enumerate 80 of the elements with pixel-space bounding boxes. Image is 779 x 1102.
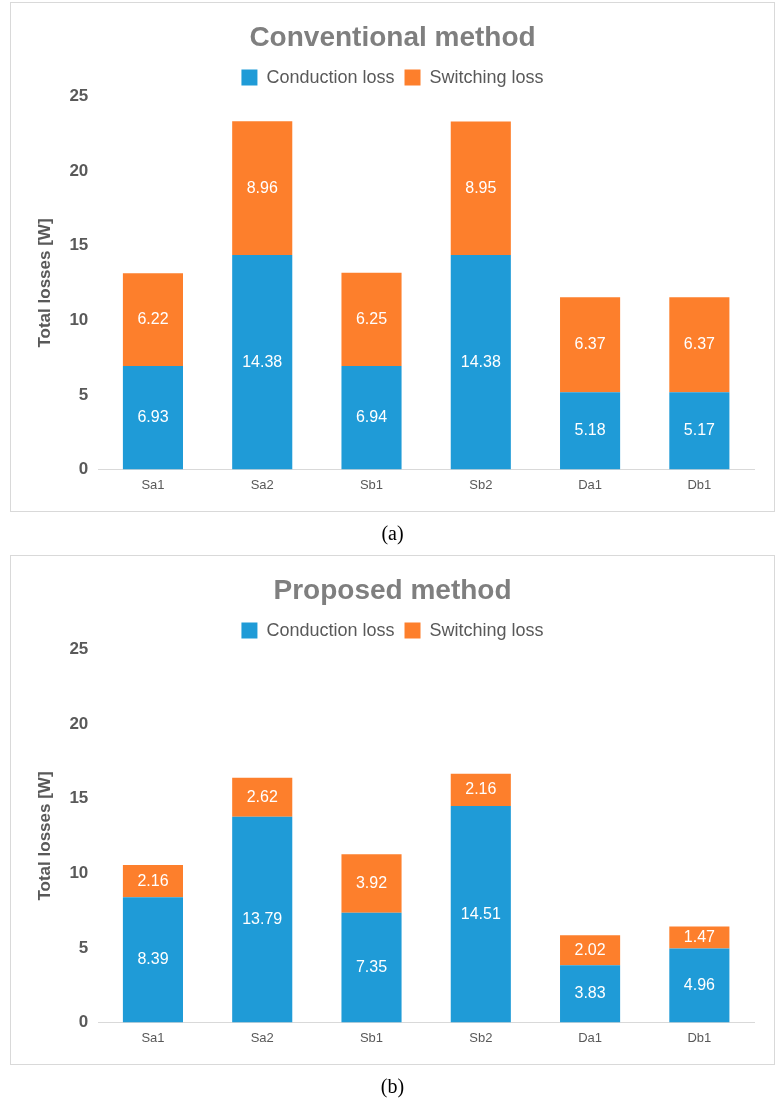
bar	[341, 912, 402, 1023]
data-label: 2.16	[465, 780, 497, 798]
bar	[450, 121, 511, 255]
x-tick-label: Sa2	[250, 476, 274, 492]
bar	[560, 297, 621, 393]
data-label: 6.94	[355, 408, 388, 426]
data-label: 6.25	[355, 309, 388, 327]
y-tick-label: 15	[69, 235, 89, 255]
data-label: 2.62	[246, 787, 278, 805]
bar	[122, 865, 183, 898]
data-label: 2.16	[137, 871, 169, 889]
data-label: 8.39	[137, 950, 169, 968]
legend-label: Switching loss	[429, 66, 544, 87]
data-label: 1.47	[683, 927, 716, 945]
bar	[560, 392, 621, 470]
bar	[669, 392, 730, 470]
bar	[232, 254, 293, 470]
data-label: 13.79	[242, 909, 283, 927]
x-tick-label: Db1	[687, 1029, 712, 1045]
data-label: 14.38	[460, 352, 501, 370]
x-tick-label: Db1	[687, 476, 712, 492]
y-tick-label: 0	[78, 459, 89, 479]
y-tick-label: 20	[69, 713, 89, 733]
x-tick-label: Sb1	[359, 1029, 384, 1045]
data-label: 6.37	[574, 335, 606, 353]
bar	[122, 273, 183, 367]
x-tick-label: Sb2	[469, 476, 493, 492]
y-tick-label: 25	[69, 639, 89, 659]
bar	[122, 897, 183, 1023]
data-label: 14.51	[460, 904, 501, 922]
x-tick-label: Sb1	[359, 476, 384, 492]
chart-title: Conventional method	[249, 20, 536, 52]
y-tick-label: 10	[69, 862, 89, 882]
data-label: 6.22	[137, 310, 169, 328]
bar	[669, 948, 730, 1023]
x-tick-label: Sa1	[141, 1029, 165, 1045]
data-label: 7.35	[355, 958, 388, 975]
data-label: 6.93	[137, 408, 169, 426]
legend-label: Conduction loss	[266, 619, 395, 640]
text: (a)	[380, 522, 405, 545]
y-tick-label: 15	[69, 788, 89, 808]
bar	[122, 366, 183, 470]
bar	[560, 965, 621, 1023]
data-label: 2.02	[574, 940, 606, 958]
x-tick-label: Da1	[578, 1029, 603, 1045]
bar	[341, 365, 402, 470]
legend-label: Switching loss	[429, 619, 544, 640]
y-axis-title: Total losses [W]	[34, 218, 54, 348]
data-label: 8.95	[465, 178, 497, 196]
bar	[450, 773, 511, 807]
data-label: 5.18	[574, 421, 606, 439]
data-label: 6.37	[683, 335, 716, 353]
data-label: 8.96	[246, 178, 278, 196]
legend-label: Conduction loss	[266, 66, 395, 87]
y-tick-label: 0	[78, 1012, 89, 1032]
bar	[232, 816, 293, 1023]
chart-title: Proposed method	[273, 573, 512, 605]
y-axis-title: Total losses [W]	[34, 771, 54, 901]
bar	[669, 297, 730, 393]
bar	[232, 121, 293, 255]
bar	[341, 272, 402, 366]
bar	[232, 777, 293, 817]
data-label: 3.92	[355, 873, 388, 891]
x-tick-label: Sa2	[250, 1029, 274, 1045]
bar	[450, 254, 511, 470]
data-label: 4.96	[683, 975, 716, 993]
bar	[450, 806, 511, 1023]
y-tick-label: 5	[78, 384, 89, 404]
data-label: 5.17	[683, 421, 716, 439]
data-label: 14.38	[242, 352, 283, 370]
y-tick-label: 10	[69, 309, 89, 329]
bar	[341, 854, 402, 913]
y-tick-label: 20	[69, 160, 89, 180]
y-tick-label: 25	[69, 86, 89, 106]
data-label: 3.83	[574, 984, 606, 1002]
x-tick-label: Da1	[578, 476, 603, 492]
y-tick-label: 5	[78, 937, 89, 957]
x-tick-label: Sb2	[469, 1029, 493, 1045]
text: (b)	[379, 1075, 406, 1098]
x-tick-label: Sa1	[141, 476, 165, 492]
